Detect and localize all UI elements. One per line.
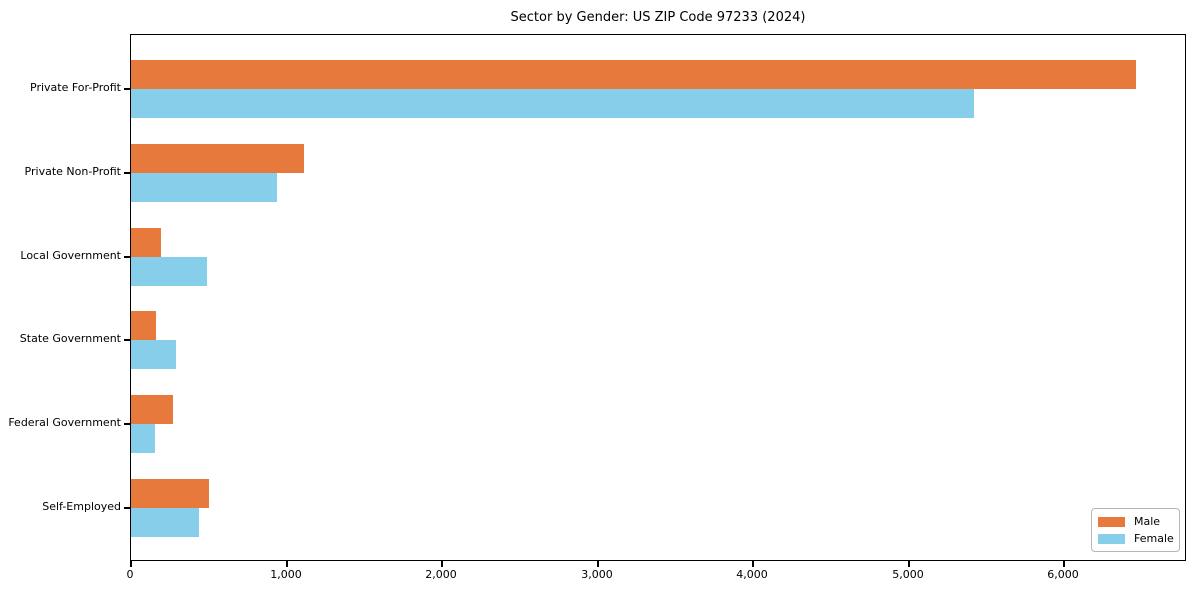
y-tick-label-local-government: Local Government (20, 249, 121, 262)
x-tick-label-4000: 4,000 (736, 568, 768, 581)
x-tick-6000 (1063, 561, 1065, 567)
x-tick-label-5000: 5,000 (892, 568, 924, 581)
x-tick-label-1000: 1,000 (270, 568, 302, 581)
x-tick-label-0: 0 (126, 568, 134, 581)
x-tick-label-3000: 3,000 (581, 568, 613, 581)
y-tick-label-state-government: State Government (19, 332, 121, 345)
y-tick-label-private-for-profit: Private For-Profit (30, 81, 121, 94)
bar-male-state-government (131, 311, 156, 340)
x-tick-label-2000: 2,000 (425, 568, 457, 581)
x-tick-label-6000: 6,000 (1047, 568, 1079, 581)
legend-swatch-female (1098, 533, 1125, 544)
x-tick-1000 (286, 561, 288, 567)
y-tick-private-for-profit (124, 88, 130, 90)
legend-item-male: Male (1098, 516, 1171, 527)
chart-title: Sector by Gender: US ZIP Code 97233 (202… (510, 10, 806, 25)
bar-male-private-non-profit (131, 144, 304, 173)
legend-label-female: Female (1134, 532, 1174, 545)
bar-female-private-non-profit (131, 173, 277, 202)
legend-label-male: Male (1134, 515, 1161, 528)
y-tick-private-non-profit (124, 172, 130, 174)
x-tick-4000 (752, 561, 754, 567)
plot-area (130, 34, 1186, 561)
bar-female-state-government (131, 340, 176, 369)
bar-male-private-for-profit (131, 60, 1136, 89)
bar-female-private-for-profit (131, 89, 974, 118)
x-tick-0 (130, 561, 132, 567)
y-tick-federal-government (124, 423, 130, 425)
bar-female-self-employed (131, 508, 199, 537)
legend-swatch-male (1098, 516, 1125, 527)
x-tick-2000 (441, 561, 443, 567)
x-tick-3000 (597, 561, 599, 567)
y-tick-state-government (124, 339, 130, 341)
legend: Male Female (1091, 508, 1180, 552)
y-tick-label-private-non-profit: Private Non-Profit (24, 165, 121, 178)
y-tick-local-government (124, 256, 130, 258)
bar-male-self-employed (131, 479, 209, 508)
legend-item-female: Female (1098, 532, 1174, 545)
bar-female-local-government (131, 257, 207, 286)
y-tick-label-self-employed: Self-Employed (42, 500, 121, 513)
bar-male-federal-government (131, 395, 173, 424)
bar-male-local-government (131, 228, 161, 257)
y-tick-label-federal-government: Federal Government (8, 416, 121, 429)
x-tick-5000 (908, 561, 910, 567)
y-tick-self-employed (124, 507, 130, 509)
bar-female-federal-government (131, 424, 155, 453)
